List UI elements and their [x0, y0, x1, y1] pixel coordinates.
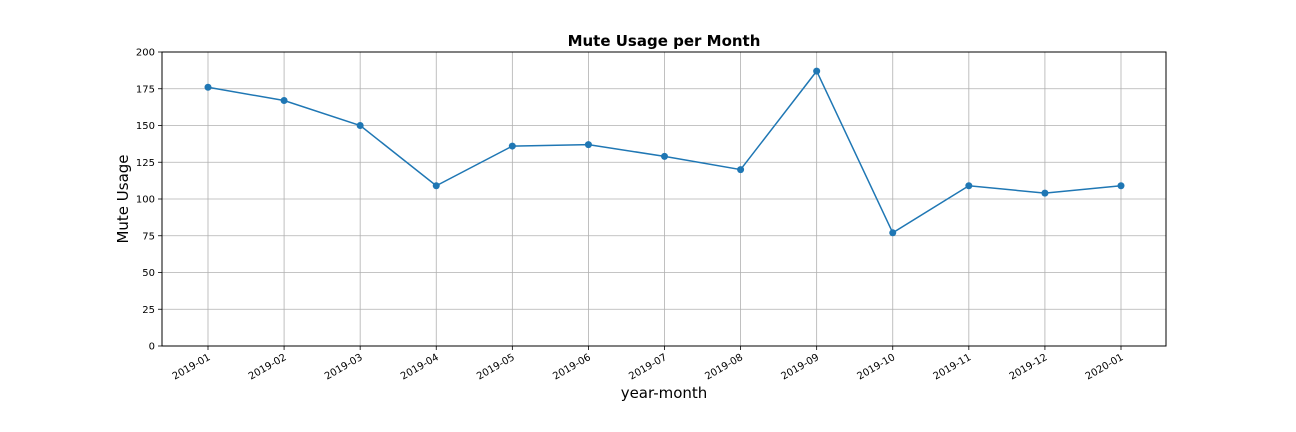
chart-title: Mute Usage per Month	[568, 32, 761, 50]
x-axis-label: year-month	[621, 384, 708, 402]
data-point	[204, 83, 212, 91]
y-tick-label: 150	[136, 121, 155, 132]
data-point	[508, 142, 516, 150]
y-tick-label: 100	[136, 195, 155, 206]
data-point	[432, 182, 440, 190]
y-axis-label: Mute Usage	[114, 154, 132, 243]
data-point	[280, 97, 288, 105]
data-point	[737, 166, 745, 174]
data-point	[584, 141, 592, 149]
y-tick-label: 0	[149, 342, 155, 353]
y-axis: 0 25 50 75 100 125 150 175 200	[136, 48, 162, 353]
y-tick-label: 125	[136, 158, 155, 169]
y-tick-label: 175	[136, 84, 155, 95]
y-tick-label: 200	[136, 48, 155, 59]
data-point	[965, 182, 973, 190]
data-point	[813, 67, 821, 75]
y-tick-label: 75	[142, 231, 155, 242]
series-points	[204, 67, 1125, 237]
y-tick-label: 25	[142, 305, 155, 316]
data-point	[889, 229, 897, 237]
data-point	[1117, 182, 1125, 190]
data-point	[1041, 189, 1049, 197]
data-point	[661, 152, 668, 160]
y-tick-label: 50	[142, 268, 155, 279]
data-point	[356, 122, 364, 129]
